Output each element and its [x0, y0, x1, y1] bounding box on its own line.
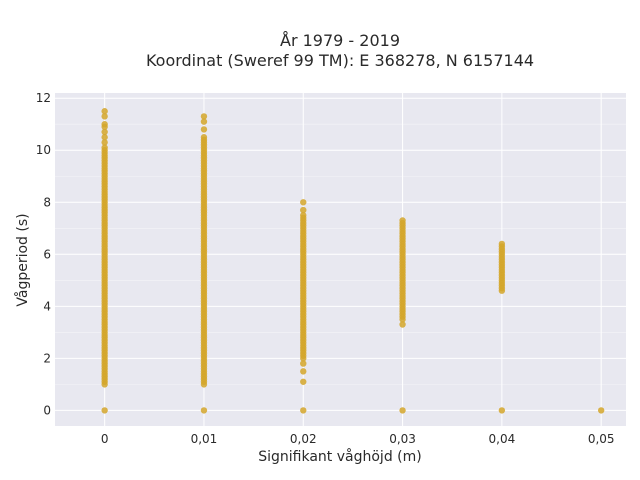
data-point — [498, 240, 506, 248]
y-axis-title: Vågperiod (s) — [14, 213, 31, 306]
x-tick-label: 0,03 — [389, 432, 416, 446]
x-axis-title: Signifikant våghöjd (m) — [258, 448, 421, 465]
data-point — [597, 407, 605, 414]
data-point — [498, 407, 506, 414]
y-tick-label: 8 — [43, 195, 51, 209]
chart-subtitle: Koordinat (Sweref 99 TM): E 368278, N 61… — [146, 51, 534, 70]
data-point — [300, 360, 307, 367]
y-tick-label: 12 — [36, 91, 51, 105]
x-tick-label: 0 — [101, 432, 109, 446]
data-point — [399, 217, 406, 224]
data-point — [200, 407, 208, 414]
y-tick-label: 4 — [43, 299, 51, 313]
data-point — [399, 407, 406, 414]
x-tick-label: 0,04 — [489, 432, 516, 446]
data-point — [300, 368, 307, 375]
data-point — [300, 378, 307, 385]
x-tick-label: 0,01 — [191, 432, 218, 446]
data-point — [399, 321, 406, 328]
data-point — [300, 212, 307, 219]
data-points — [101, 108, 605, 414]
data-point — [200, 134, 208, 141]
y-tick-label: 10 — [36, 143, 51, 157]
data-point — [300, 199, 307, 206]
plot-area — [55, 93, 626, 426]
data-point — [101, 128, 108, 136]
y-tick-label: 2 — [43, 351, 51, 365]
x-tick-label: 0,02 — [290, 432, 317, 446]
data-point — [101, 121, 108, 128]
data-point — [101, 134, 108, 141]
data-point — [300, 407, 307, 414]
data-point — [101, 144, 108, 151]
data-point — [101, 108, 108, 115]
data-point — [300, 206, 307, 214]
data-point — [200, 113, 208, 120]
y-tick-label: 0 — [43, 403, 51, 417]
data-point — [101, 139, 108, 146]
chart-title: År 1979 - 2019 — [280, 31, 400, 50]
y-tick-label: 6 — [43, 247, 51, 261]
data-point — [101, 407, 108, 414]
x-tick-label: 0,05 — [588, 432, 615, 446]
data-point — [200, 126, 208, 133]
data-point — [101, 113, 108, 120]
data-point — [200, 118, 208, 125]
tick-labels: 0 2 4 6 8 10 12 0 0,01 0,02 0,03 0,04 0,05 — [36, 91, 615, 446]
